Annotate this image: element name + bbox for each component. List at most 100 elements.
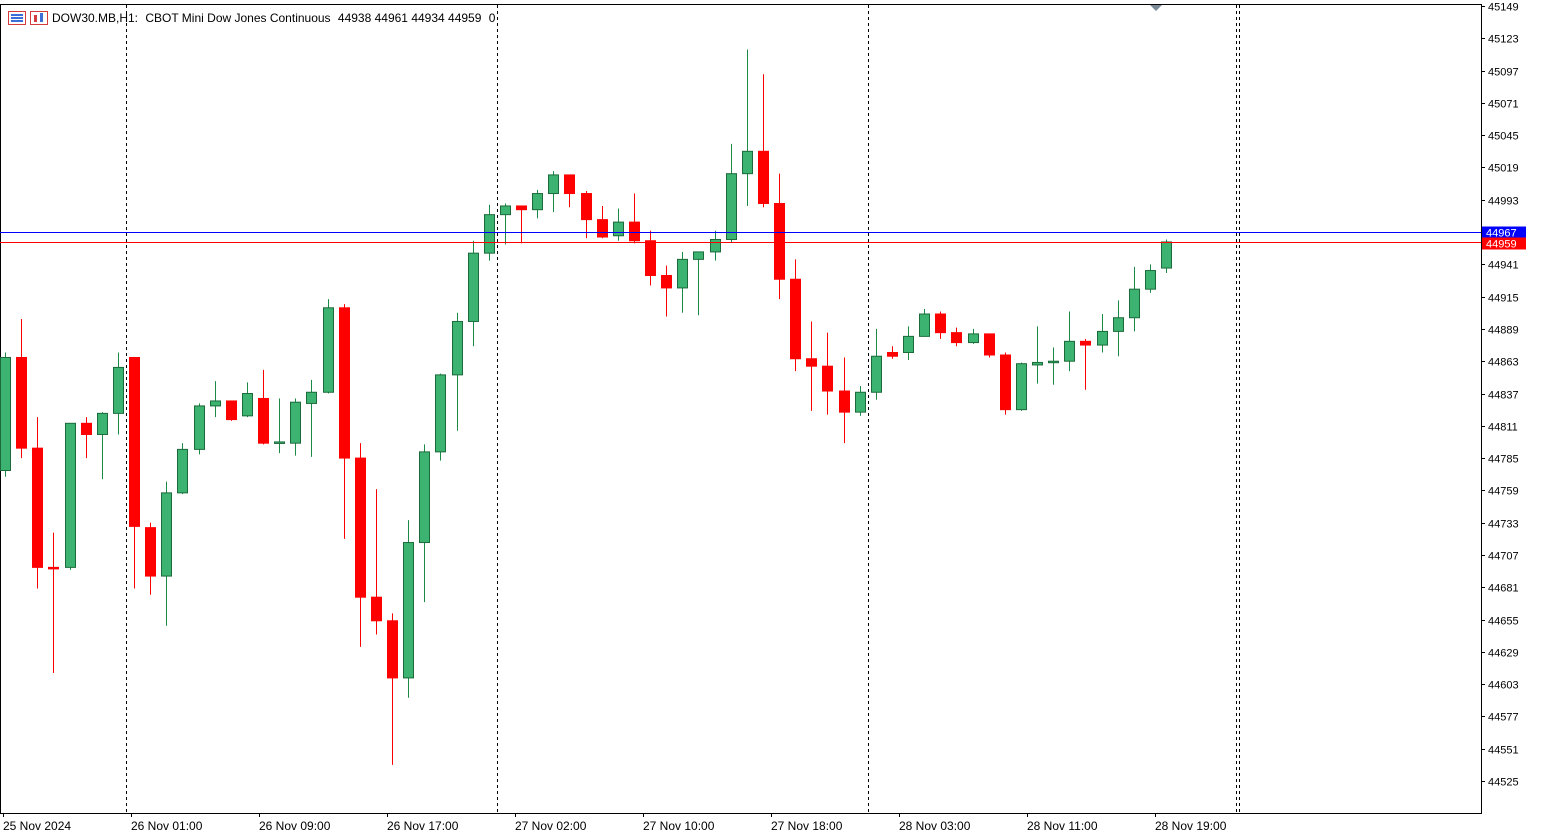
bullish-candle [435, 374, 446, 453]
y-axis-tick-label: 44603 [1488, 680, 1519, 692]
bearish-candle [226, 400, 237, 421]
y-axis-tick-label: 44915 [1488, 293, 1519, 305]
ask-price-tag [1482, 226, 1526, 239]
bullish-candle [113, 366, 124, 414]
x-axis-tick-label: 26 Nov 09:00 [259, 819, 331, 833]
bullish-candle [548, 174, 559, 195]
bullish-candle [919, 313, 930, 337]
y-axis-tick-label: 44707 [1488, 551, 1519, 563]
bullish-candle [403, 542, 414, 679]
x-axis-tick-label: 28 Nov 19:00 [1155, 819, 1227, 833]
y-axis-tick-label: 44863 [1488, 357, 1519, 369]
bullish-candle [274, 441, 285, 444]
bearish-candle [32, 447, 43, 568]
bullish-candle [693, 251, 704, 260]
bullish-candle [903, 335, 914, 354]
bullish-candle [1048, 360, 1059, 364]
bullish-candle [0, 356, 11, 472]
y-axis-tick-label: 44629 [1488, 648, 1519, 660]
bearish-candle [629, 221, 640, 242]
bearish-candle [339, 307, 350, 459]
symbol-label: DOW30.MB,H1: [52, 11, 139, 25]
y-axis-tick-label: 44577 [1488, 712, 1519, 724]
chart-shift-marker[interactable] [1150, 5, 1162, 11]
bullish-candle [323, 307, 334, 393]
ask-price-label: 44967 [1486, 228, 1517, 240]
bid-price-label: 44959 [1486, 239, 1517, 251]
bullish-candle [306, 391, 317, 404]
bearish-candle [129, 356, 140, 527]
bullish-candle [177, 448, 188, 494]
bullish-candle [194, 405, 205, 450]
bearish-candle [935, 313, 946, 334]
y-axis-tick-label: 44733 [1488, 519, 1519, 531]
bearish-candle [48, 566, 59, 570]
y-axis-tick-label: 44941 [1488, 260, 1519, 272]
bearish-candle [774, 202, 785, 280]
y-axis-tick-label: 44525 [1488, 777, 1519, 789]
y-axis-tick-label: 45097 [1488, 67, 1519, 79]
x-axis-tick-label: 28 Nov 03:00 [899, 819, 971, 833]
y-axis-tick-label: 44655 [1488, 616, 1519, 628]
bearish-candle [758, 150, 769, 204]
bullish-candle [726, 173, 737, 240]
chart-properties-icon[interactable] [8, 11, 26, 25]
bearish-candle [145, 527, 156, 577]
bullish-candle [1032, 361, 1043, 366]
bullish-candle [468, 252, 479, 322]
bullish-candle [855, 391, 866, 413]
y-axis-tick-label: 44551 [1488, 745, 1519, 757]
y-axis-tick-label: 45071 [1488, 99, 1519, 111]
bullish-candle [1161, 241, 1172, 269]
bullish-candle [65, 422, 76, 568]
bearish-candle [387, 620, 398, 679]
bearish-candle [887, 352, 898, 357]
x-axis-tick-label: 26 Nov 17:00 [387, 819, 459, 833]
bullish-candle [97, 412, 108, 435]
y-axis-tick-label: 45045 [1488, 131, 1519, 143]
bullish-candle [1129, 288, 1140, 319]
bullish-candle [1064, 340, 1075, 362]
y-axis-tick-label: 44889 [1488, 325, 1519, 337]
bearish-candle [1000, 354, 1011, 411]
bullish-candle [532, 193, 543, 211]
symbol-icon[interactable] [30, 11, 48, 25]
bullish-candle [1113, 317, 1124, 332]
y-axis-tick-label: 44811 [1488, 422, 1518, 434]
bullish-candle [290, 401, 301, 444]
bearish-candle [581, 193, 592, 221]
chart-header: DOW30.MB,H1: CBOT Mini Dow Jones Continu… [8, 8, 499, 28]
x-axis-tick-label: 26 Nov 01:00 [131, 819, 203, 833]
x-axis-tick-label: 27 Nov 10:00 [643, 819, 715, 833]
bearish-candle [645, 240, 656, 277]
x-axis-tick-label: 27 Nov 18:00 [771, 819, 843, 833]
bearish-candle [790, 278, 801, 360]
bearish-candle [951, 332, 962, 344]
bullish-candle [452, 320, 463, 376]
bearish-candle [806, 358, 817, 367]
symbol-description: CBOT Mini Dow Jones Continuous [145, 11, 331, 25]
y-axis-tick-label: 45149 [1488, 2, 1519, 14]
plot-frame [0, 4, 1482, 814]
bearish-candle [371, 596, 382, 622]
bullish-candle [1016, 363, 1027, 411]
bullish-candle [1097, 330, 1108, 346]
y-axis-tick-label: 44681 [1488, 583, 1519, 595]
x-axis-tick-label: 25 Nov 2024 [3, 819, 71, 833]
bid-price-tag [1482, 237, 1526, 250]
bullish-candle [710, 238, 721, 253]
y-axis-tick-label: 44837 [1488, 390, 1519, 402]
y-axis-tick-label: 44759 [1488, 486, 1519, 498]
bullish-candle [484, 214, 495, 254]
bullish-candle [210, 400, 221, 407]
bullish-candle [419, 451, 430, 544]
bearish-candle [564, 174, 575, 195]
bullish-candle [742, 150, 753, 175]
bearish-candle [516, 205, 527, 211]
y-axis-tick-label: 44993 [1488, 196, 1519, 208]
bullish-candle [968, 333, 979, 344]
y-axis-tick-label: 45123 [1488, 34, 1519, 46]
y-axis-tick-label: 45019 [1488, 163, 1519, 175]
